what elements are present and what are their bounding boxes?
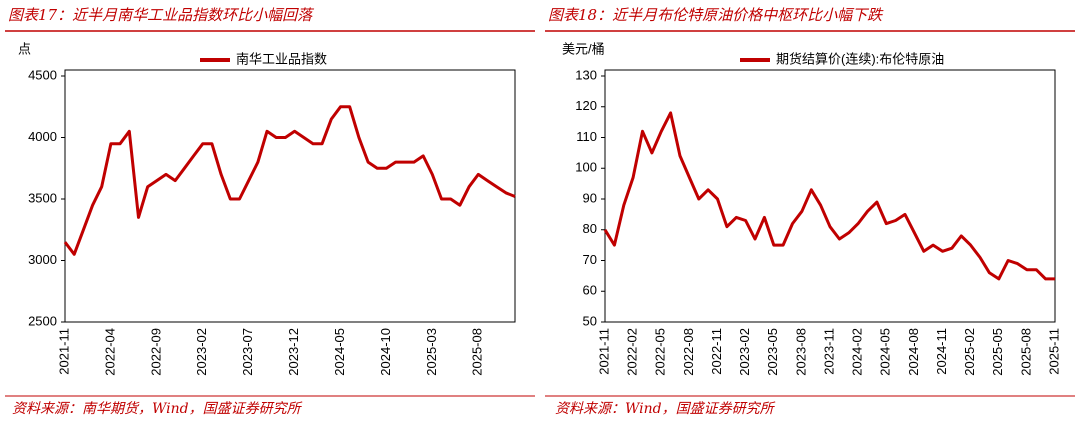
x-tick-label: 2025-03 <box>424 328 439 376</box>
y-tick-label: 60 <box>583 283 597 298</box>
x-tick-label: 2024-02 <box>850 328 865 376</box>
x-tick-label: 2023-08 <box>793 328 808 376</box>
x-tick-label: 2022-09 <box>148 328 163 376</box>
x-tick-label: 2025-08 <box>470 328 485 376</box>
y-tick-label: 80 <box>583 221 597 236</box>
y-tick-label: 110 <box>576 129 597 144</box>
x-tick-label: 2022-04 <box>102 328 117 376</box>
y-tick-label: 100 <box>575 160 597 175</box>
x-tick-label: 2024-05 <box>332 328 347 376</box>
y-axis-unit: 美元/桶 <box>562 41 605 56</box>
y-tick-label: 2500 <box>28 313 57 328</box>
x-tick-label: 2022-11 <box>709 328 724 375</box>
legend-label: 南华工业品指数 <box>236 51 327 66</box>
x-tick-label: 2022-02 <box>625 328 640 376</box>
y-tick-label: 130 <box>575 67 597 82</box>
x-tick-label: 2025-02 <box>962 328 977 376</box>
x-tick-label: 2024-08 <box>906 328 921 376</box>
x-tick-label: 2022-05 <box>653 328 668 376</box>
y-tick-label: 4000 <box>28 129 57 144</box>
x-tick-label: 2023-02 <box>194 328 209 376</box>
x-tick-label: 2023-12 <box>286 328 301 376</box>
x-tick-label: 2023-02 <box>737 328 752 376</box>
plot-frame <box>64 69 516 323</box>
source-note: 资料来源：南华期货，Wind，国盛证券研究所 <box>12 401 303 417</box>
source-note: 资料来源：Wind，国盛证券研究所 <box>555 401 776 417</box>
x-tick-label: 2024-05 <box>878 328 893 376</box>
x-tick-label: 2024-11 <box>934 328 949 375</box>
y-tick-label: 120 <box>575 98 597 113</box>
y-tick-label: 50 <box>583 313 597 328</box>
x-tick-label: 2025-05 <box>990 328 1005 376</box>
y-tick-label: 4500 <box>28 67 57 82</box>
x-tick-label: 2025-11 <box>1046 328 1061 375</box>
data-line <box>603 111 1055 281</box>
y-tick-label: 3500 <box>28 190 57 205</box>
x-tick-label: 2023-07 <box>240 328 255 376</box>
chart-title: 图表17：近半月南华工业品指数环比小幅回落 <box>8 6 314 24</box>
x-tick-label: 2023-05 <box>765 328 780 376</box>
data-line <box>63 105 516 256</box>
x-tick-label: 2024-10 <box>378 328 393 376</box>
x-tick-label: 2025-08 <box>1018 328 1033 376</box>
y-axis-unit: 点 <box>18 41 31 56</box>
legend-label: 期货结算价(连续):布伦特原油 <box>776 51 944 66</box>
x-tick-label: 2022-08 <box>681 328 696 376</box>
x-tick-label: 2021-11 <box>56 328 71 375</box>
y-tick-label: 90 <box>583 190 597 205</box>
plot-frame <box>604 69 1056 323</box>
x-tick-label: 2023-11 <box>821 328 836 375</box>
y-tick-label: 70 <box>583 252 597 267</box>
chart-title: 图表18：近半月布伦特原油价格中枢环比小幅下跌 <box>548 6 884 24</box>
x-tick-label: 2021-11 <box>596 328 611 375</box>
y-tick-label: 3000 <box>28 252 57 267</box>
